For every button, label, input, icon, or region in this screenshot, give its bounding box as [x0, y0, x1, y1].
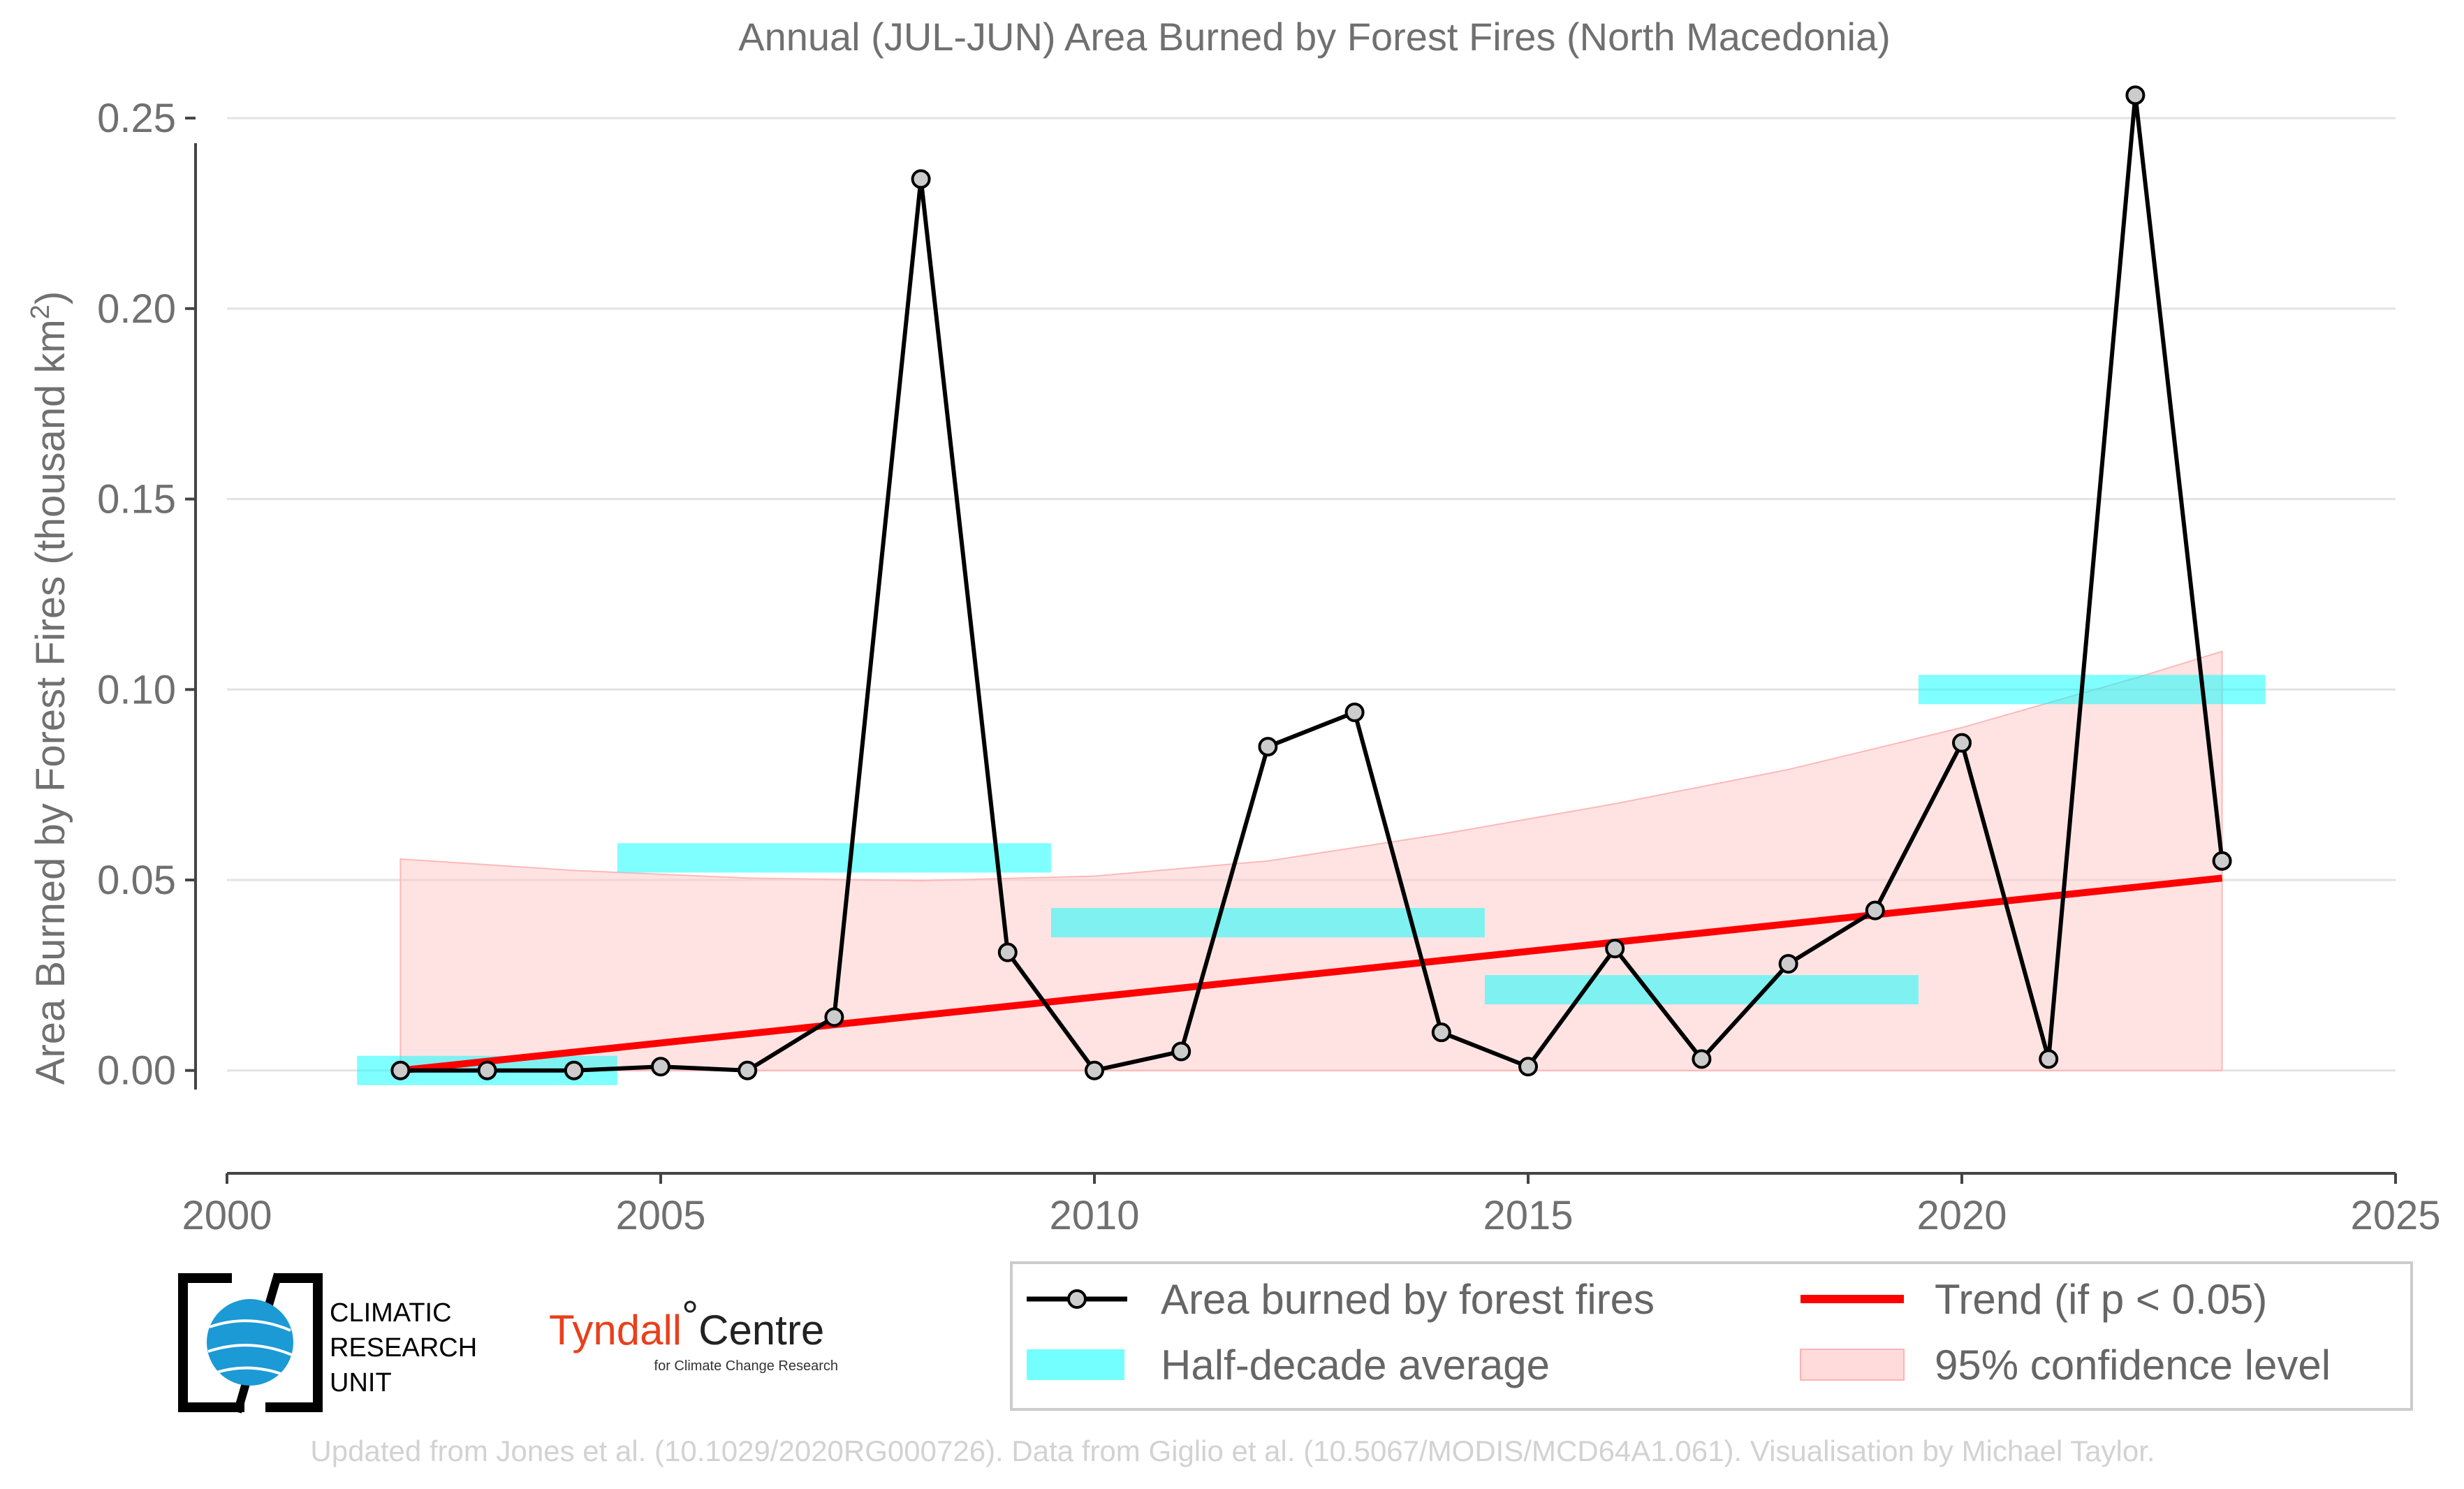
y-tick-label: 0.10: [97, 667, 176, 712]
footer-credits: Updated from Jones et al. (10.1029/2020R…: [310, 1435, 2155, 1467]
legend-label-half-decade: Half-decade average: [1161, 1342, 1550, 1388]
data-point: [1692, 1049, 1712, 1069]
legend-label-trend: Trend (if p < 0.05): [1935, 1276, 2267, 1323]
x-tick-label: 2020: [1916, 1193, 2007, 1238]
globe-icon: [207, 1299, 293, 1386]
tyndall-logo: Tyndall°Centre for Climate Change Resear…: [549, 1293, 838, 1374]
y-axis-label-close: ): [28, 291, 73, 305]
cru-logo-line-3: UNIT: [330, 1368, 392, 1398]
y-tick-label: 0.15: [97, 477, 176, 522]
tyndall-logo-degree: °: [682, 1293, 698, 1340]
data-point: [1605, 939, 1625, 959]
data-point: [477, 1060, 497, 1080]
half-decade-bar: [617, 843, 1051, 873]
legend-swatch-confidence: [1800, 1349, 1905, 1381]
x-tick-label: 2015: [1483, 1193, 1573, 1238]
half-decade-layer: [357, 675, 2266, 1085]
axes: [194, 143, 2396, 1175]
x-tick-label: 2010: [1049, 1193, 1139, 1238]
cru-logo-bracket-left: [178, 1273, 244, 1412]
trend-line: [399, 874, 2223, 1074]
half-decade-bar: [1918, 675, 2266, 705]
x-tick-label: 2000: [182, 1193, 272, 1238]
data-point: [1085, 1060, 1104, 1080]
legend: Area burned by forest fires Half-decade …: [1010, 1261, 2413, 1411]
data-point: [1258, 737, 1278, 757]
data-point: [1518, 1057, 1538, 1077]
x-ticks: 2000 2005 2010 2015 2020 2025: [182, 1173, 2441, 1238]
y-tick-label: 0.20: [97, 286, 176, 332]
half-decade-bar: [1484, 975, 1919, 1005]
data-point: [1171, 1041, 1191, 1062]
data-point: [1778, 954, 1798, 974]
data-point: [1865, 900, 1885, 920]
x-tick-label: 2005: [615, 1193, 705, 1238]
data-point: [564, 1060, 584, 1080]
y-axis-label-main: Area Burned by Forest Fires (thousand km: [28, 319, 73, 1085]
y-ticks: 0.00 0.05 0.10 0.15 0.20 0.25: [97, 96, 196, 1094]
legend-marker-area-burned: [1067, 1289, 1087, 1309]
cru-logo-bracket-right: [265, 1273, 323, 1412]
tyndall-logo-subtitle: for Climate Change Research: [654, 1358, 838, 1374]
confidence-band: [399, 650, 2223, 1071]
data-point: [1344, 703, 1365, 722]
data-point: [824, 1007, 844, 1027]
x-tick-label: 2025: [2350, 1193, 2440, 1238]
half-decade-bar: [1050, 908, 1485, 938]
data-point: [997, 942, 1018, 962]
data-point: [2125, 85, 2146, 105]
legend-label-confidence: 95% confidence level: [1935, 1342, 2331, 1388]
cru-logo: CLIMATIC RESEARCH UNIT: [178, 1272, 477, 1414]
legend-label-area-burned: Area burned by forest fires: [1161, 1276, 1655, 1323]
area-burned-line: [400, 93, 2224, 1073]
legend-swatch-half-decade: [1027, 1349, 1124, 1380]
y-tick-label: 0.05: [97, 858, 176, 903]
tyndall-logo-centre: Centre: [698, 1307, 824, 1354]
data-point: [738, 1060, 758, 1080]
chart-title: Annual (JUL-JUN) Area Burned by Forest F…: [738, 15, 1891, 59]
data-point: [2212, 851, 2232, 871]
data-point: [2039, 1049, 2059, 1069]
y-axis-label: Area Burned by Forest Fires (thousand km…: [26, 291, 73, 1085]
cru-logo-line-2: RESEARCH: [330, 1333, 477, 1363]
tyndall-logo-name: Tyndall: [549, 1307, 682, 1354]
area-burned-layer: [390, 85, 2232, 1080]
tyndall-logo-title: Tyndall°Centre: [549, 1293, 824, 1354]
y-axis-label-sup: 2: [26, 305, 55, 319]
data-point: [1431, 1022, 1451, 1043]
data-point: [390, 1060, 411, 1080]
confidence-band-layer: [399, 650, 2223, 1071]
data-point: [911, 169, 931, 189]
y-tick-label: 0.00: [97, 1048, 176, 1094]
legend-box: [1010, 1261, 2413, 1411]
globe-lines: [207, 1319, 293, 1377]
data-point: [1952, 733, 1972, 753]
cru-logo-line-1: CLIMATIC: [330, 1298, 452, 1328]
y-tick-label: 0.25: [97, 96, 176, 141]
data-point: [651, 1057, 670, 1077]
trend-layer: [399, 874, 2223, 1074]
